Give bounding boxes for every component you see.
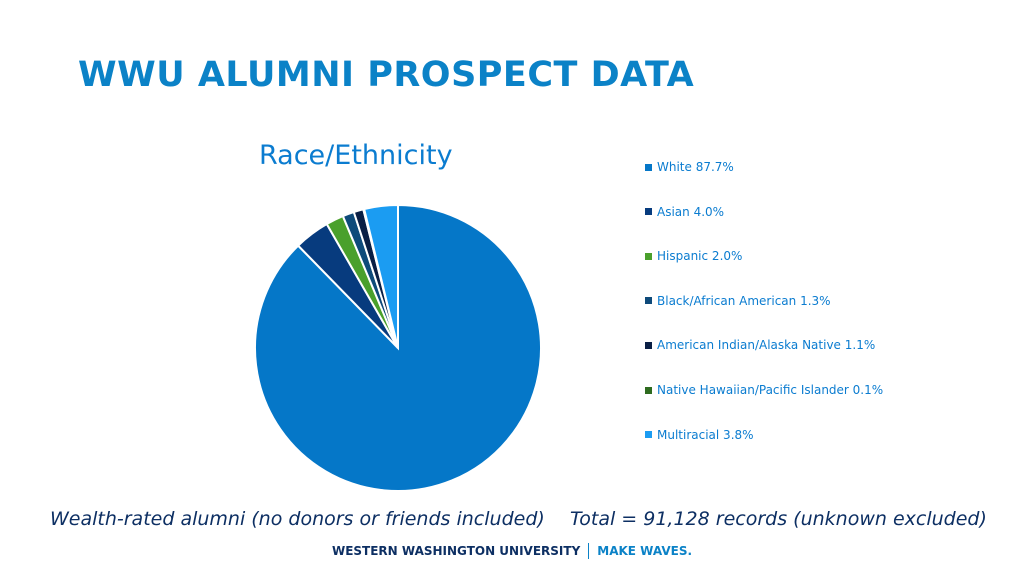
legend-swatch	[645, 341, 652, 349]
pie-slice-6	[362, 203, 399, 349]
legend-item-5: Native Hawaiian/Pacific Islander 0.1%	[645, 383, 883, 397]
footer-tagline: MAKE WAVES.	[597, 544, 693, 558]
footnote-wealth-rated: Wealth-rated alumni (no donors or friend…	[50, 508, 545, 530]
footnote-total-records: Total = 91,128 records (unknown excluded…	[570, 508, 987, 530]
footer-branding: WESTERN WASHINGTON UNIVERSITY MAKE WAVES…	[0, 543, 1024, 559]
legend-swatch	[645, 431, 652, 439]
legend-label: Hispanic 2.0%	[657, 249, 743, 264]
legend-label: Multiracial 3.8%	[657, 427, 754, 442]
legend-label: American Indian/Alaska Native 1.1%	[657, 338, 876, 353]
legend-item-4: American Indian/Alaska Native 1.1%	[645, 338, 875, 352]
slide-title: WWU ALUMNI PROSPECT DATA	[78, 55, 695, 95]
chart-title: Race/Ethnicity	[259, 140, 453, 171]
legend-swatch	[645, 252, 652, 260]
legend-swatch	[645, 163, 652, 171]
chart-legend: White 87.7% Asian 4.0% Hispanic 2.0% Black/…	[645, 0, 1015, 460]
legend-item-1: Asian 4.0%	[645, 205, 724, 219]
legend-label: Black/African American 1.3%	[657, 293, 831, 308]
legend-item-2: Hispanic 2.0%	[645, 249, 742, 263]
legend-swatch	[645, 297, 652, 305]
legend-swatch	[645, 208, 652, 216]
footer-divider	[588, 543, 590, 559]
legend-item-6: Multiracial 3.8%	[645, 428, 754, 442]
legend-label: White 87.7%	[657, 160, 734, 174]
pie-chart	[254, 203, 542, 492]
legend-item-0: White 87.7%	[645, 160, 734, 174]
legend-label: Native Hawaiian/Pacific Islander 0.1%	[657, 383, 884, 397]
footer-university-name: WESTERN WASHINGTON UNIVERSITY	[331, 544, 581, 558]
legend-swatch	[645, 386, 652, 394]
legend-item-3: Black/African American 1.3%	[645, 294, 831, 308]
legend-label: Asian 4.0%	[657, 204, 725, 219]
